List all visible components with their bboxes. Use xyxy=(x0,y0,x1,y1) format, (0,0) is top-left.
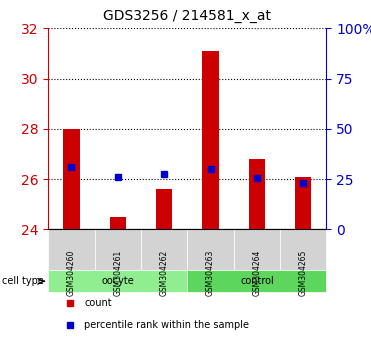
Text: control: control xyxy=(240,276,274,286)
Text: GSM304264: GSM304264 xyxy=(252,250,262,296)
FancyBboxPatch shape xyxy=(95,229,141,270)
Bar xyxy=(203,51,219,229)
Text: count: count xyxy=(85,298,112,308)
Text: GSM304261: GSM304261 xyxy=(113,250,122,296)
FancyBboxPatch shape xyxy=(280,229,326,270)
Bar xyxy=(295,177,311,229)
Text: percentile rank within the sample: percentile rank within the sample xyxy=(85,320,249,330)
Text: GSM304262: GSM304262 xyxy=(160,250,169,296)
Title: GDS3256 / 214581_x_at: GDS3256 / 214581_x_at xyxy=(104,9,271,23)
Text: GSM304263: GSM304263 xyxy=(206,250,215,296)
FancyBboxPatch shape xyxy=(141,229,187,270)
Bar xyxy=(156,189,172,229)
Bar xyxy=(63,129,79,229)
FancyBboxPatch shape xyxy=(187,229,234,270)
Bar xyxy=(110,217,126,229)
Bar xyxy=(249,159,265,229)
Text: oocyte: oocyte xyxy=(101,276,134,286)
Text: GSM304260: GSM304260 xyxy=(67,250,76,296)
FancyBboxPatch shape xyxy=(187,270,326,292)
Text: GSM304265: GSM304265 xyxy=(299,250,308,296)
Text: cell type: cell type xyxy=(2,276,44,286)
FancyBboxPatch shape xyxy=(234,229,280,270)
FancyBboxPatch shape xyxy=(48,229,95,270)
FancyBboxPatch shape xyxy=(48,270,187,292)
